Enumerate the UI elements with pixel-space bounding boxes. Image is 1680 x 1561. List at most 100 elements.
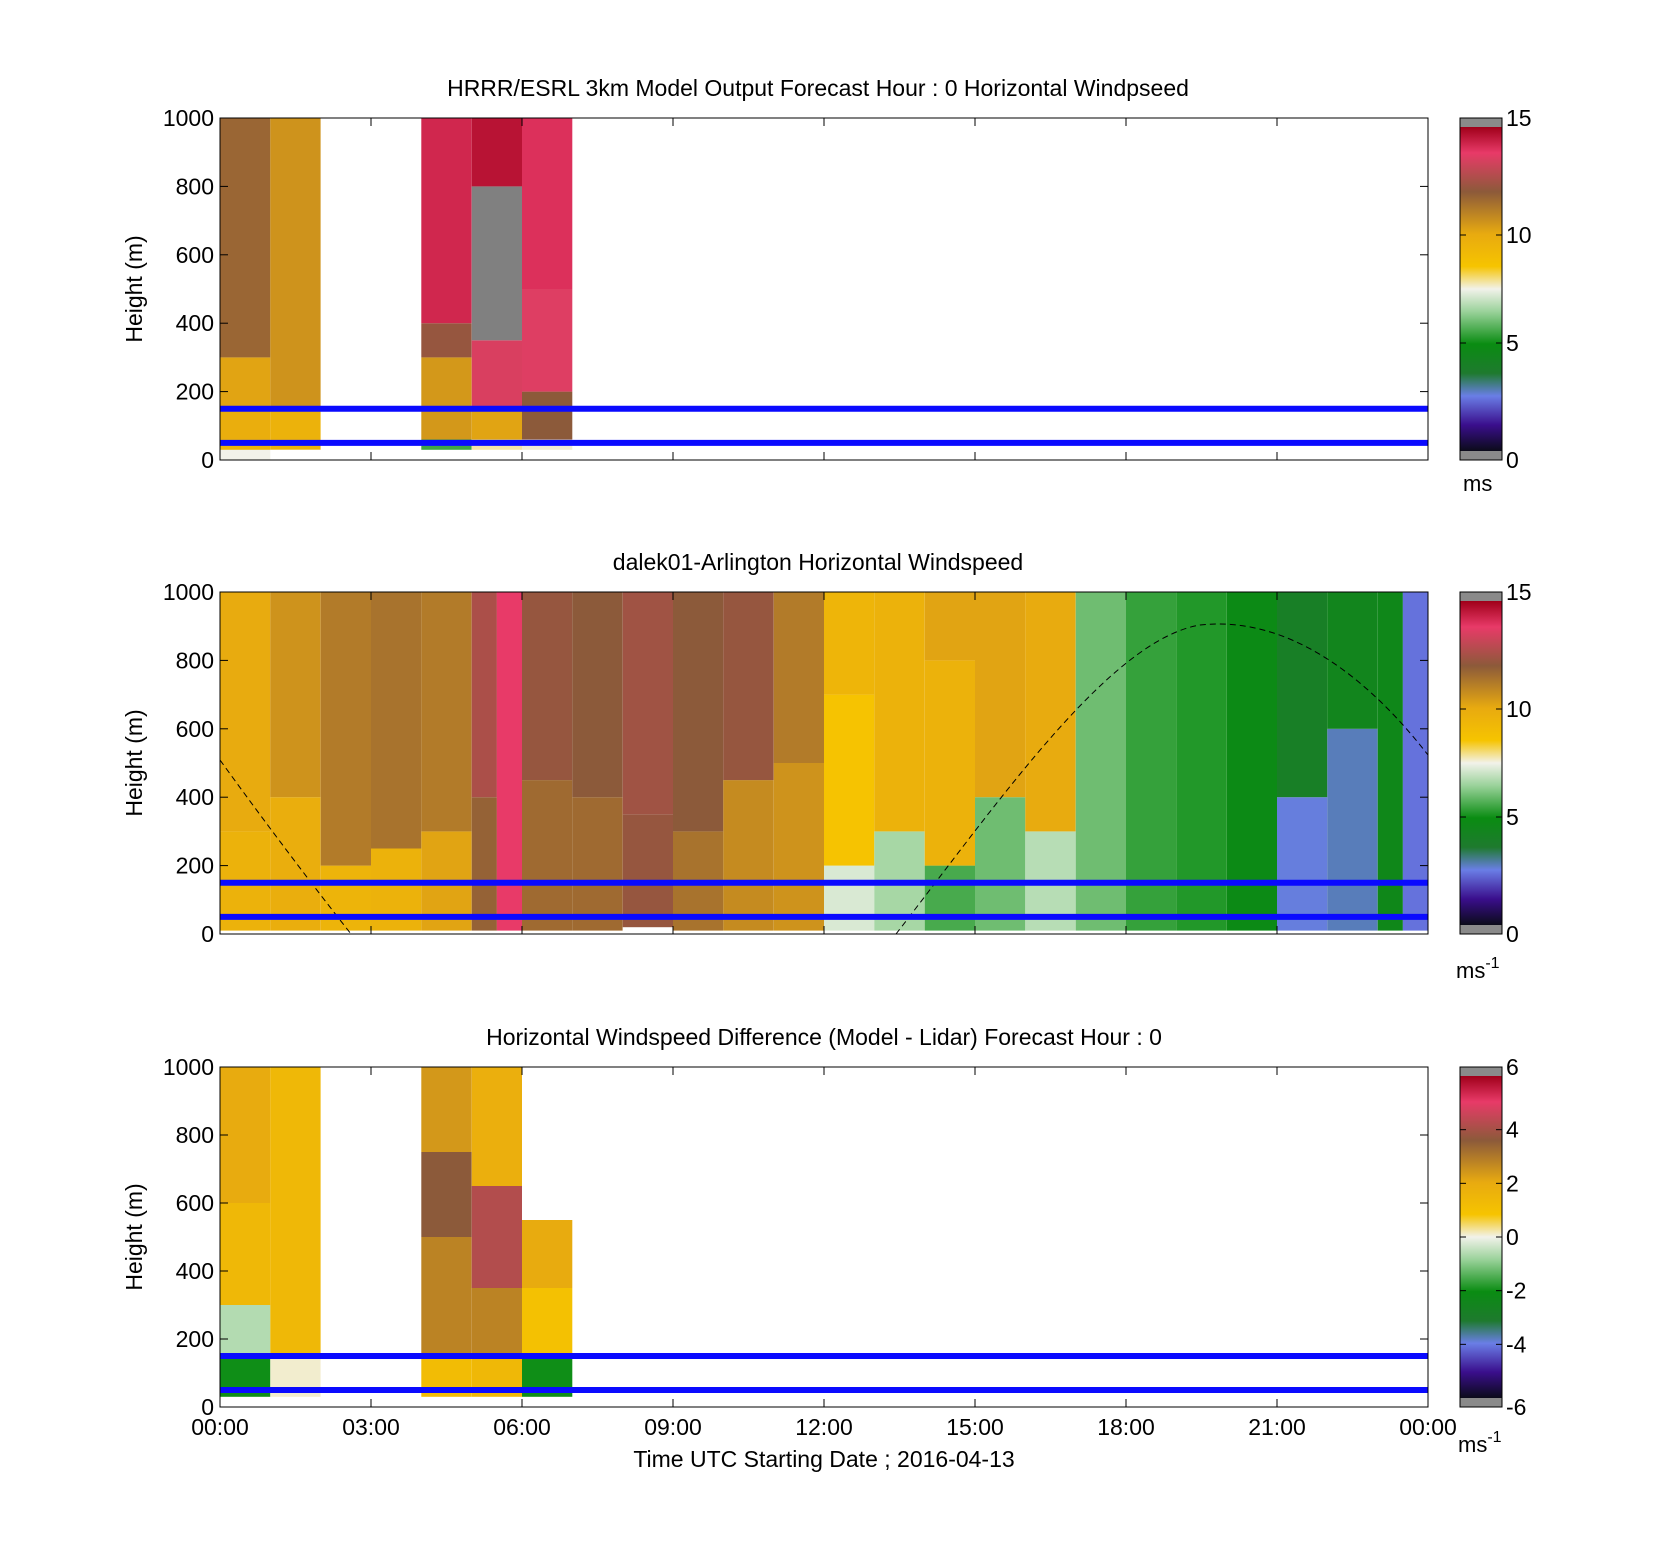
colorbar-tick-label: -4 [1506, 1331, 1527, 1357]
heatmap-cell [1126, 592, 1177, 931]
panel-difference-colorbar: -6 -4 -2 0 2 4 6 ms-1 [1458, 1054, 1527, 1457]
panel-lidar-colorbar-fill [1460, 601, 1502, 925]
x-tick-label: 09:00 [644, 1414, 702, 1440]
panel-lidar-dashed-curve-left [219, 759, 352, 935]
panel-difference-title: Horizontal Windspeed Difference (Model -… [486, 1024, 1162, 1050]
panel-lidar-colorbar-frame [1459, 591, 1503, 935]
heatmap-cell [824, 694, 875, 866]
heatmap-cell [1277, 797, 1328, 931]
y-tick-label: 200 [176, 379, 214, 405]
heatmap-cell [270, 592, 321, 798]
colorbar-tick-label: 2 [1506, 1170, 1519, 1196]
heatmap-cell [622, 814, 673, 928]
heatmap-cell [471, 1186, 522, 1288]
heatmap-cell [471, 118, 522, 187]
panel-difference-heatmap [220, 1067, 573, 1397]
heatmap-cell [471, 408, 522, 440]
heatmap-cell [471, 1067, 522, 1186]
heatmap-cell [622, 592, 673, 815]
panel-difference-ticks: 00:00 03:00 06:00 09:00 12:00 15:00 18:00 21:00… [163, 1054, 1457, 1440]
panel-lidar-colorbar-bottom-cap [1460, 925, 1502, 934]
panel-model-reference-lines [220, 405, 1428, 446]
colorbar-tick-label: 5 [1506, 330, 1519, 356]
heatmap-cell [220, 449, 271, 460]
heatmap-cell [572, 592, 623, 798]
heatmap-cell [496, 592, 522, 931]
x-tick-label: 00:00 [1399, 1414, 1457, 1440]
heatmap-cell [471, 797, 497, 931]
panel-difference-colorbar-bottom-cap [1460, 1398, 1502, 1407]
panel-lidar-colorbar-ticks: 0 5 10 15 [1460, 579, 1532, 947]
heatmap-cell [220, 592, 271, 832]
colorbar-tick-label: 4 [1506, 1117, 1519, 1143]
heatmap-cell [220, 357, 271, 409]
x-tick-label: 15:00 [946, 1414, 1004, 1440]
heatmap-cell [471, 186, 522, 341]
colorbar-tick-label: 10 [1506, 696, 1532, 722]
heatmap-cell [220, 408, 271, 440]
heatmap-cell [773, 763, 824, 931]
panel-model-y-axis-label: Height (m) [121, 235, 147, 342]
heatmap-cell [522, 1220, 573, 1288]
heatmap-cell [1075, 592, 1126, 931]
colorbar-tick-label: 5 [1506, 804, 1519, 830]
colorbar-tick-label: 6 [1506, 1054, 1519, 1080]
heatmap-cell [220, 1305, 271, 1356]
y-tick-label: 1000 [163, 105, 214, 131]
colorbar-tick-label: 10 [1506, 222, 1532, 248]
heatmap-cell [220, 118, 271, 358]
heatmap-cell [270, 118, 321, 409]
heatmap-cell [471, 592, 497, 798]
panel-difference-colorbar-ticks: -6 -4 -2 0 2 4 6 [1460, 1054, 1527, 1420]
heatmap-cell [421, 357, 472, 440]
heatmap-cell [421, 592, 472, 832]
panel-difference-colorbar-top-cap [1460, 1067, 1502, 1076]
heatmap-cell [1176, 592, 1227, 931]
heatmap-cell [924, 660, 975, 866]
panel-lidar-ticks: 0 200 400 600 800 1000 [163, 579, 1429, 947]
heatmap-cell [975, 592, 1026, 798]
x-axis-label: Time UTC Starting Date ; 2016-04-13 [633, 1446, 1014, 1472]
panel-lidar-colorbar-unit: ms-1 [1456, 955, 1500, 983]
y-tick-label: 400 [176, 1258, 214, 1284]
panel-lidar-title: dalek01-Arlington Horizontal Windspeed [613, 549, 1023, 575]
heatmap-cell [1277, 592, 1328, 798]
colorbar-tick-label: -2 [1506, 1278, 1526, 1304]
panel-lidar: dalek01-Arlington Horizontal Windspeed 0… [121, 549, 1532, 983]
heatmap-cell [874, 592, 925, 832]
heatmap-cell [421, 1152, 472, 1237]
heatmap-cell [220, 1067, 271, 1203]
heatmap-cell [421, 118, 472, 324]
panel-model-colorbar-fill [1460, 127, 1502, 451]
heatmap-cell [1402, 592, 1428, 931]
heatmap-cell [421, 1067, 472, 1152]
heatmap-cell [522, 1288, 573, 1356]
heatmap-cell [522, 592, 573, 781]
heatmap-cell [421, 1237, 472, 1356]
y-tick-label: 1000 [163, 579, 214, 605]
heatmap-cell [1327, 728, 1378, 931]
y-tick-label: 600 [176, 716, 214, 742]
heatmap-cell [975, 797, 1026, 931]
heatmap-cell [1226, 592, 1277, 931]
y-tick-label: 1000 [163, 1054, 214, 1080]
colorbar-tick-label: 15 [1506, 579, 1532, 605]
panel-model: HRRR/ESRL 3km Model Output Forecast Hour… [121, 75, 1532, 496]
heatmap-cell [723, 592, 774, 781]
heatmap-cell [421, 323, 472, 358]
heatmap-cell [320, 592, 371, 866]
panel-model-title: HRRR/ESRL 3km Model Output Forecast Hour… [447, 75, 1189, 101]
y-tick-label: 600 [176, 242, 214, 268]
x-tick-label: 18:00 [1097, 1414, 1155, 1440]
heatmap-cell [773, 592, 824, 763]
heatmap-cell [522, 391, 573, 440]
heatmap-cell [522, 289, 573, 392]
x-tick-label: 21:00 [1248, 1414, 1306, 1440]
y-tick-label: 200 [176, 853, 214, 879]
y-tick-label: 600 [176, 1190, 214, 1216]
heatmap-cell [522, 118, 573, 289]
x-tick-label: 06:00 [493, 1414, 551, 1440]
y-tick-label: 0 [201, 921, 214, 947]
heatmap-cell [824, 865, 875, 931]
panel-model-ticks: 0 200 400 600 800 1000 [163, 105, 1429, 473]
